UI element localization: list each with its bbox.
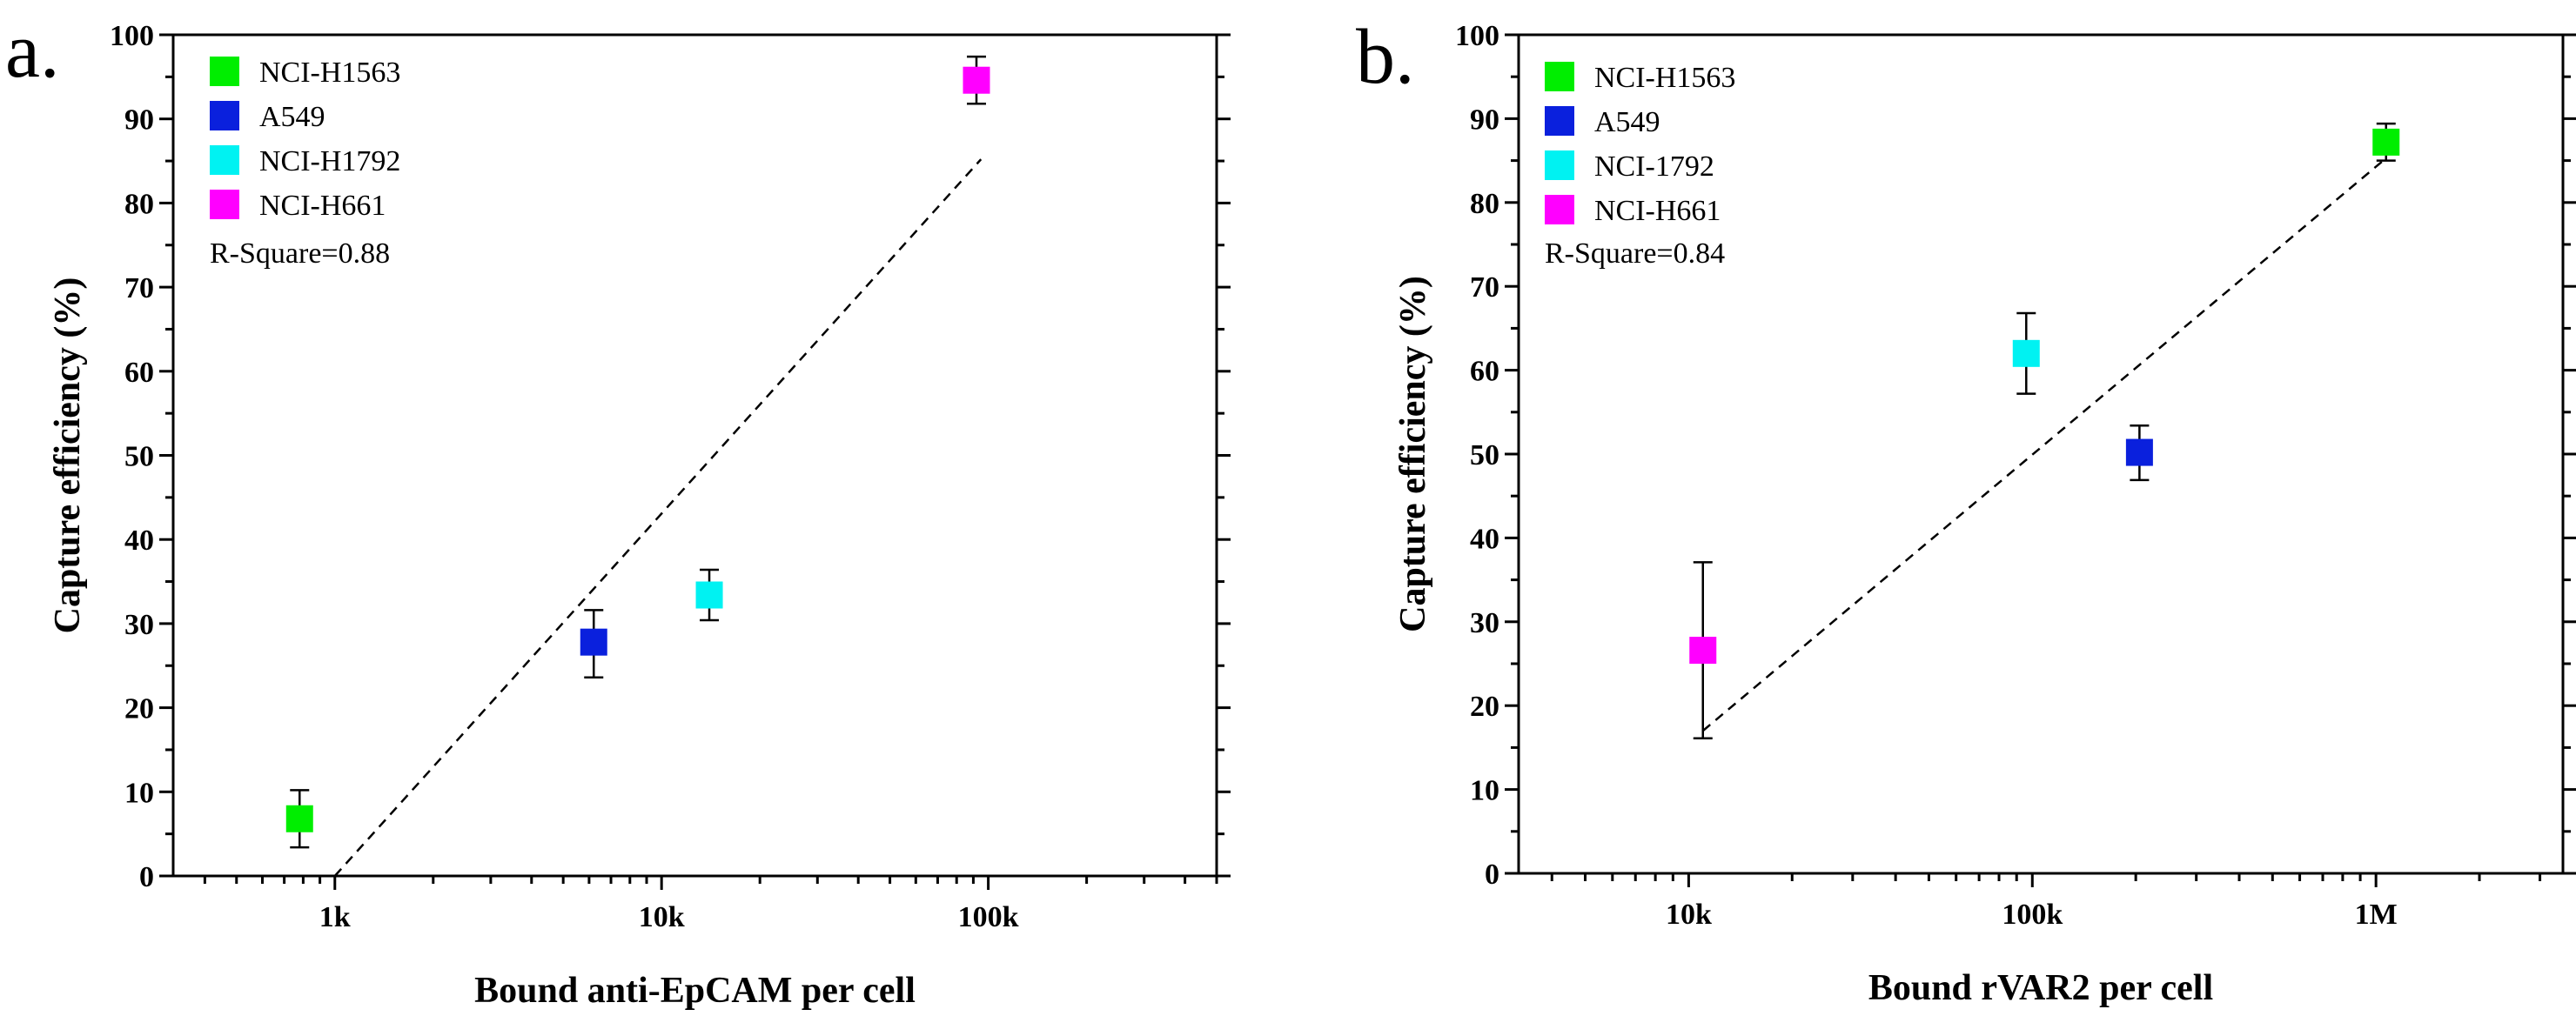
r-square-annotation: R-Square=0.88 (210, 237, 390, 270)
legend-label: NCI-H661 (259, 190, 386, 222)
x-tick-label: 1M (2355, 899, 2398, 931)
x-tick-label: 100k (958, 901, 1019, 933)
x-tick-label: 1k (319, 901, 351, 933)
y-tick-label: 0 (139, 861, 154, 893)
data-point-nci-h661 (963, 66, 990, 94)
x-tick-label: 10k (639, 901, 685, 933)
y-tick-label: 80 (124, 188, 154, 220)
data-point-nci-h1563 (2372, 128, 2400, 156)
legend-swatch (210, 101, 239, 130)
legend-swatch (1545, 195, 1574, 224)
data-point-nci-h1563 (285, 805, 313, 832)
y-tick-label: 50 (1470, 439, 1499, 471)
y-tick-label: 0 (1485, 859, 1499, 891)
legend-swatch (210, 190, 239, 219)
legend-label: A549 (1594, 106, 1660, 138)
legend-label: NCI-H1563 (1594, 62, 1735, 94)
y-tick-label: 90 (1470, 104, 1499, 136)
fit-line (1701, 159, 2385, 732)
r-square-annotation: R-Square=0.84 (1545, 237, 1725, 270)
y-tick-label: 80 (1470, 188, 1499, 220)
legend-swatch (1545, 106, 1574, 136)
fit-line (333, 158, 983, 877)
y-tick-label: 50 (124, 441, 154, 473)
y-tick-label: 70 (124, 272, 154, 304)
panel-b-label: b. (1356, 14, 1415, 100)
y-tick-label: 90 (124, 104, 154, 137)
y-tick-label: 40 (1470, 523, 1499, 555)
y-tick-label: 10 (124, 777, 154, 809)
y-tick-label: 100 (1455, 20, 1499, 52)
x-tick-label: 100k (2002, 899, 2063, 931)
x-axis-title: Bound anti-EpCAM per cell (474, 971, 916, 1011)
x-tick-label: 10k (1666, 899, 1712, 931)
y-tick-label: 10 (1470, 775, 1499, 807)
panel-a-label: a. (5, 8, 59, 94)
data-point-a549 (580, 628, 607, 656)
y-tick-label: 20 (124, 693, 154, 725)
legend-swatch (210, 145, 239, 175)
data-point-nci-1792 (2012, 339, 2040, 367)
x-axis-title: Bound rVAR2 per cell (1868, 968, 2213, 1008)
legend-label: A549 (259, 101, 325, 133)
data-point-nci-h1792 (695, 581, 723, 609)
y-tick-label: 40 (124, 525, 154, 557)
data-point-a549 (2125, 438, 2153, 466)
legend-label: NCI-H1792 (259, 145, 400, 177)
legend-label: NCI-H1563 (259, 57, 400, 89)
legend-swatch (1545, 150, 1574, 180)
panel-a: a. 0 10 20 30 40 50 60 70 80 90 100 1k 10k 100k Bound a… (5, 8, 1231, 1011)
legend-swatch (1545, 62, 1574, 91)
legend-label: NCI-1792 (1594, 150, 1714, 183)
legend-label: NCI-H661 (1594, 195, 1721, 227)
data-point-nci-h661 (1689, 637, 1717, 665)
legend-swatch (210, 57, 239, 86)
y-tick-label: 30 (1470, 607, 1499, 639)
y-axis-title: Capture efficiency (%) (48, 277, 88, 634)
y-tick-label: 70 (1470, 271, 1499, 304)
y-tick-label: 60 (124, 357, 154, 389)
panel-b: b. 0 10 20 30 40 50 60 70 80 90 100 10k 100k 1M Bound r… (1356, 14, 2576, 1008)
y-axis-title: Capture efficiency (%) (1393, 276, 1433, 632)
y-tick-label: 60 (1470, 356, 1499, 388)
y-tick-label: 100 (110, 20, 154, 52)
y-tick-label: 30 (124, 609, 154, 641)
y-tick-label: 20 (1470, 691, 1499, 723)
